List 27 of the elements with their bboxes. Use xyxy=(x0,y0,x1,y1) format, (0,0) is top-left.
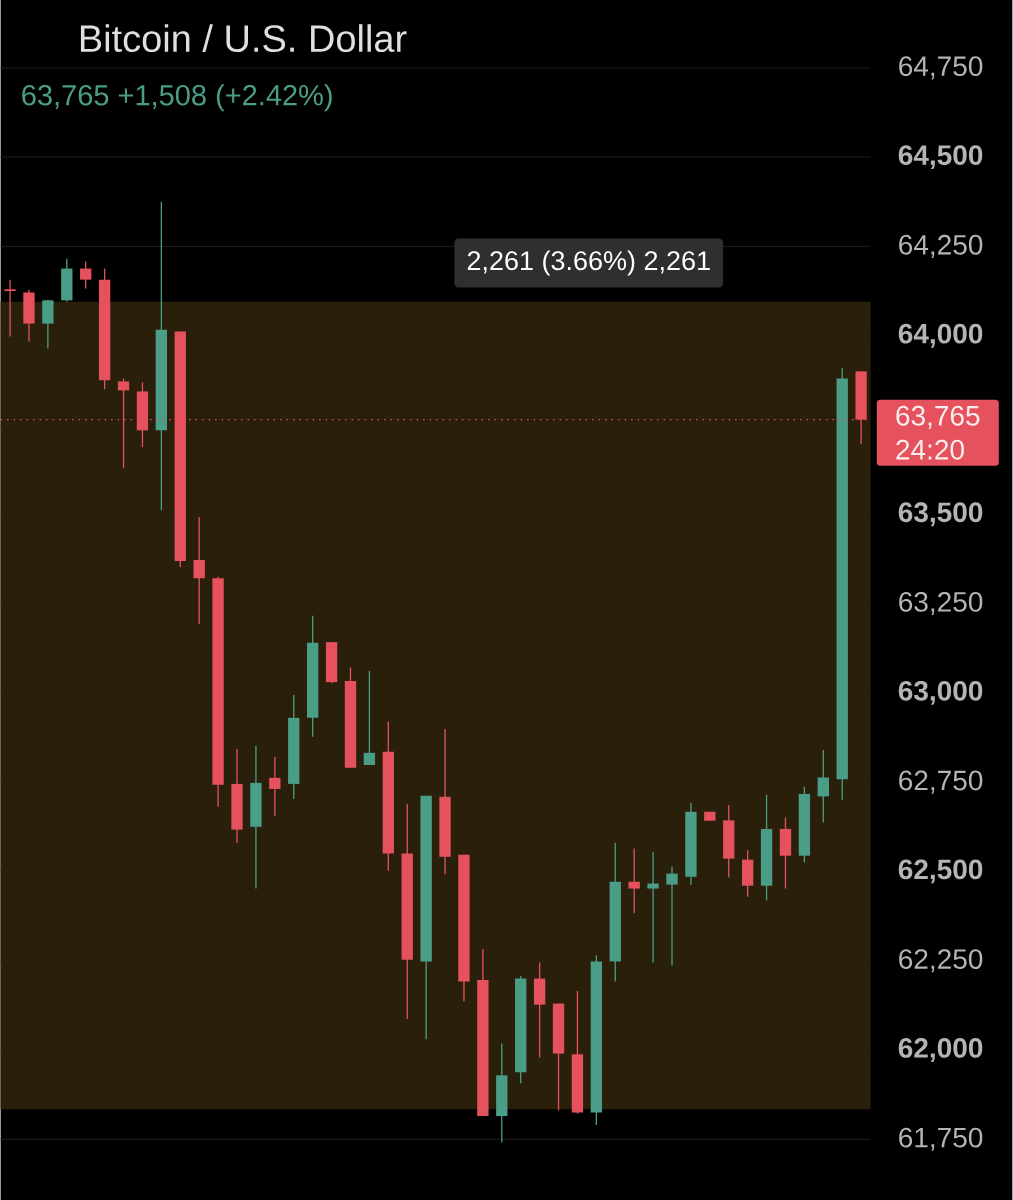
text: Bitcoin / U.S. Dollar xyxy=(81,24,407,53)
y-tick-label: 63,000 xyxy=(898,680,983,705)
candlestick xyxy=(817,749,830,824)
text: 63,765 +1,508 (+2.42%) xyxy=(22,84,332,112)
y-tick-label: 62,500 xyxy=(898,859,983,884)
y-tick-label: 61,750 xyxy=(899,1127,983,1151)
candlestick xyxy=(628,847,641,914)
y-tick-label: 63,250 xyxy=(899,592,983,616)
y-tick-label: 64,500 xyxy=(898,145,983,170)
y-tick-label: 62,250 xyxy=(899,949,983,973)
ref-line-label: 63,765 xyxy=(896,405,980,429)
y-tick-label: 64,750 xyxy=(899,56,983,80)
y-tick-label: 62,750 xyxy=(899,770,983,794)
candlestick xyxy=(363,670,376,766)
y-tick-label: 62,000 xyxy=(898,1038,983,1062)
candlestick xyxy=(269,756,281,817)
y-tick-label: 64,250 xyxy=(899,234,983,258)
band-label: 2,261 (3.66%) 2,261 xyxy=(468,250,710,276)
candlestick xyxy=(42,298,54,350)
candlestick xyxy=(647,851,659,964)
y-tick-label: 63,500 xyxy=(898,502,983,527)
candlestick xyxy=(80,260,92,290)
candlestick xyxy=(4,278,16,338)
text: 24:20 xyxy=(896,439,965,460)
candlestick xyxy=(193,516,206,625)
y-tick-label: 64,000 xyxy=(898,323,983,348)
candlestick xyxy=(666,866,678,966)
